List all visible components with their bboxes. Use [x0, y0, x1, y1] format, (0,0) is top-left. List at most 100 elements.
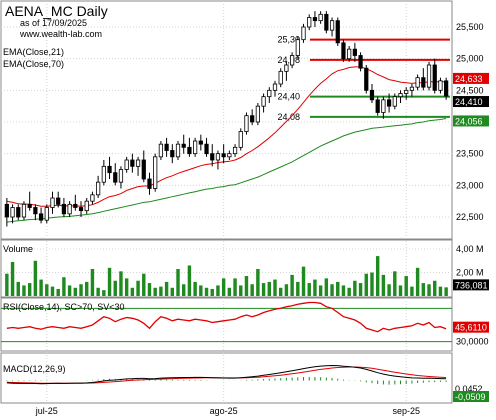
candle-body — [118, 169, 124, 183]
candle-body — [16, 207, 21, 218]
volume-bar — [421, 283, 426, 296]
volume-bar — [353, 280, 357, 296]
candle-body — [153, 156, 158, 189]
legend-ema21: EMA(Close,21) — [3, 47, 64, 57]
price-tick-label: 23,500 — [456, 149, 484, 159]
volume-bar — [16, 281, 20, 296]
level-label: 24,40 — [277, 92, 300, 102]
candle-body — [141, 159, 146, 180]
candle-body — [198, 140, 203, 145]
volume-tick-label: 4,00 M — [456, 244, 484, 254]
price-tick-label: 25,000 — [456, 54, 484, 64]
candle-body — [386, 99, 392, 107]
volume-bar — [261, 283, 266, 296]
candle-body — [267, 89, 272, 98]
candle-body — [78, 207, 84, 212]
candle-body — [204, 143, 209, 155]
candle-body — [312, 17, 318, 22]
volume-bar — [153, 287, 157, 296]
volume-bar — [433, 280, 437, 296]
volume-tick-label: 2,00 M — [456, 268, 484, 278]
volume-bar — [176, 269, 180, 296]
candle-body — [158, 143, 164, 158]
volume-bar — [90, 269, 95, 296]
volume-bar — [393, 271, 397, 296]
candle-body — [124, 159, 129, 170]
volume-bar — [273, 279, 277, 296]
candle-body — [301, 26, 306, 41]
macd-signal-tag-bg — [453, 391, 489, 402]
volume-bar — [45, 284, 49, 296]
volume-bar — [199, 285, 203, 296]
volume-bar — [50, 286, 55, 296]
candle-body — [444, 80, 449, 97]
candle-body — [307, 17, 312, 28]
candle-body — [221, 153, 226, 158]
volume-bar — [313, 279, 317, 296]
candle-body — [50, 197, 55, 208]
candle-body — [170, 150, 175, 158]
rsi-tick-label: 30,0000 — [456, 337, 489, 347]
volume-bar — [221, 278, 226, 296]
volume-bar — [301, 266, 306, 296]
volume-bar — [39, 279, 43, 296]
ema70-value-tag: 24,056 — [455, 116, 483, 126]
volume-bar — [67, 285, 72, 296]
volume-bar — [85, 281, 89, 296]
volume-bar — [73, 287, 78, 296]
ema21-value-tag: 24,633 — [455, 74, 483, 84]
volume-bar — [96, 287, 100, 296]
ema21-line — [6, 66, 447, 207]
price-tick-label: 24,500 — [456, 85, 484, 95]
volume-bar — [62, 277, 66, 296]
volume-bar — [381, 274, 386, 296]
candle-body — [210, 153, 215, 161]
rsi-title: RSI(Close,14), SC>70, SV<30 — [3, 302, 125, 312]
level-label: 25,30 — [277, 35, 300, 45]
candle-body — [164, 143, 169, 151]
volume-bar — [341, 285, 346, 296]
volume-bar — [227, 287, 232, 296]
volume-bar — [124, 278, 129, 296]
volume-bar — [193, 281, 197, 296]
macd-value-tag-bg — [453, 383, 489, 394]
candle-body — [375, 99, 380, 113]
candle-body — [38, 213, 44, 221]
candle-body — [295, 39, 300, 56]
volume-bar — [250, 284, 254, 296]
candle-body — [284, 64, 289, 72]
candle-body — [27, 203, 32, 208]
volume-bar — [330, 284, 334, 296]
candles — [4, 11, 449, 227]
candle-body — [33, 207, 38, 215]
candle-body — [113, 172, 118, 183]
volume-bar — [233, 278, 237, 296]
candle-body — [101, 165, 106, 183]
macd-title: MACD(12,26,9) — [3, 364, 66, 374]
candle-body — [10, 207, 15, 218]
volume-bar — [398, 285, 403, 296]
volume-bar — [113, 280, 117, 296]
candle-body — [250, 115, 255, 123]
volume-bar — [22, 285, 26, 296]
candle-body — [130, 159, 135, 167]
rsi-value-tag-bg — [453, 321, 489, 333]
candle-body — [193, 140, 198, 155]
candle-body — [255, 105, 260, 123]
x-tick-label: sep-25 — [392, 406, 420, 416]
rsi-polyline — [6, 301, 447, 333]
candle-body — [67, 203, 72, 215]
volume-bar — [387, 284, 391, 296]
macd-signal-tag: -0,0509 — [455, 392, 486, 402]
source-site: www.wealth-lab.com — [19, 29, 102, 39]
candle-body — [318, 13, 323, 22]
last-close-tag-bg — [453, 96, 489, 108]
volume-bar — [296, 281, 300, 296]
volume-bar — [182, 284, 186, 296]
candle-body — [227, 153, 232, 158]
volume-bar — [427, 284, 431, 296]
candle-body — [4, 203, 9, 218]
volume-title: Volume — [3, 244, 33, 254]
candle-body — [335, 20, 340, 44]
